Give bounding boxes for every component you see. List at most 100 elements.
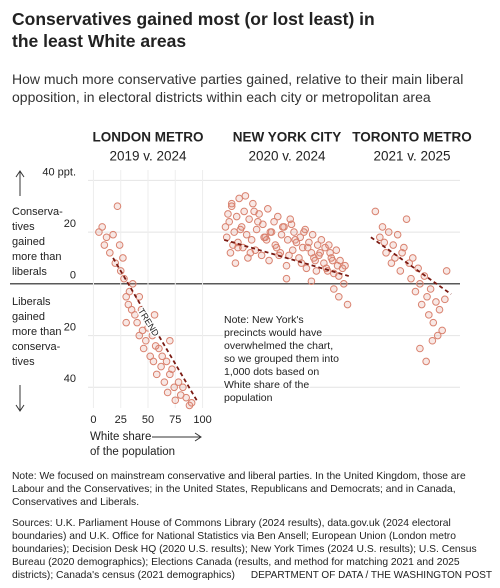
dot <box>139 344 148 353</box>
dot <box>391 254 399 262</box>
dot <box>272 243 281 252</box>
y-label-top: tives <box>12 221 35 233</box>
dot <box>152 370 161 379</box>
dot <box>325 241 333 249</box>
dot <box>230 228 238 236</box>
dot <box>155 344 163 353</box>
y-label-bottom: tives <box>12 356 35 368</box>
annotation: population <box>224 392 273 404</box>
dot <box>282 274 291 283</box>
annotation: White share of the <box>224 379 309 391</box>
y-label-top: gained <box>12 236 45 248</box>
dot <box>339 280 348 288</box>
dot <box>252 225 261 234</box>
dot <box>416 344 424 353</box>
dot <box>113 202 122 211</box>
dot <box>422 357 430 366</box>
dot <box>102 233 111 242</box>
dot <box>425 311 433 319</box>
dot <box>303 243 312 252</box>
dot <box>171 396 180 405</box>
dot <box>288 246 297 254</box>
annotation: Note: New York's <box>224 314 304 326</box>
dot <box>148 331 157 340</box>
x-tick-label: 75 <box>169 414 181 426</box>
dot <box>232 212 241 221</box>
dot <box>100 241 109 249</box>
dot <box>265 256 273 265</box>
dot <box>227 199 236 208</box>
panel-subtitle: 2019 v. 2024 <box>109 149 187 164</box>
panel-title: LONDON METRO <box>93 130 204 145</box>
panel-title: TORONTO METRO <box>352 130 472 145</box>
dot <box>335 292 343 301</box>
dot <box>411 287 420 296</box>
dot <box>135 292 144 301</box>
dot <box>250 207 258 216</box>
dot <box>376 233 384 242</box>
dot <box>262 236 271 244</box>
charts: 40 ppt. 20 0 20 40 LONDON METRO 2019 v. 2024 0 2… <box>10 130 472 458</box>
dot <box>187 399 196 407</box>
dot <box>407 274 415 283</box>
dot <box>182 393 190 402</box>
y-label-top: Conserva- <box>12 206 63 218</box>
dot <box>302 264 311 273</box>
dot <box>312 267 321 275</box>
dot <box>273 212 282 221</box>
dot <box>429 318 438 327</box>
y-label-top: more than <box>12 251 62 263</box>
dot <box>423 292 431 301</box>
dot <box>249 199 257 208</box>
note: Note: We focused on mainstream conservat… <box>12 471 466 508</box>
panel-title: NEW YORK CITY <box>233 130 342 145</box>
dot <box>300 228 308 236</box>
dot <box>283 236 292 244</box>
dot <box>396 267 405 275</box>
y-tick-label: 0 <box>70 270 76 282</box>
dot <box>310 254 318 262</box>
up-arrow-head <box>15 170 25 178</box>
y-label-bottom: gained <box>12 311 45 323</box>
dot <box>408 254 417 262</box>
dot <box>128 280 137 288</box>
dot <box>226 248 235 257</box>
dot <box>282 261 291 270</box>
dot <box>227 202 236 211</box>
panel-subtitle: 2020 v. 2024 <box>248 149 326 164</box>
dot <box>336 256 344 265</box>
dot <box>133 318 141 327</box>
dot <box>313 241 322 249</box>
dot <box>122 318 130 327</box>
dot <box>266 228 275 236</box>
dot <box>307 277 316 286</box>
dot <box>225 217 234 226</box>
dot <box>317 236 326 244</box>
dot <box>433 331 442 340</box>
dot <box>119 254 127 262</box>
dot <box>285 251 293 260</box>
dot <box>438 326 446 335</box>
title: Conservatives gained most (or lost least… <box>12 9 375 51</box>
dot <box>270 217 278 226</box>
dot <box>400 243 408 252</box>
x-tick-label: 100 <box>193 414 211 426</box>
dot <box>242 230 251 239</box>
annotation: 1,000 dots based on <box>224 366 319 378</box>
dot <box>393 230 402 239</box>
dot <box>426 285 435 293</box>
dot <box>179 383 187 392</box>
y-tick-label: 40 <box>64 373 76 385</box>
dot <box>131 311 139 319</box>
x-tick-label: 0 <box>90 414 96 426</box>
dot <box>240 207 248 216</box>
y-label-top: liberals <box>12 266 47 278</box>
dot <box>224 210 232 218</box>
dot <box>264 205 272 213</box>
annotation: so we grouped them into <box>224 353 339 365</box>
dot <box>308 230 317 239</box>
dot <box>144 324 152 332</box>
trend-line <box>112 257 199 404</box>
dot <box>291 236 300 244</box>
x-tick-label: 50 <box>142 414 154 426</box>
